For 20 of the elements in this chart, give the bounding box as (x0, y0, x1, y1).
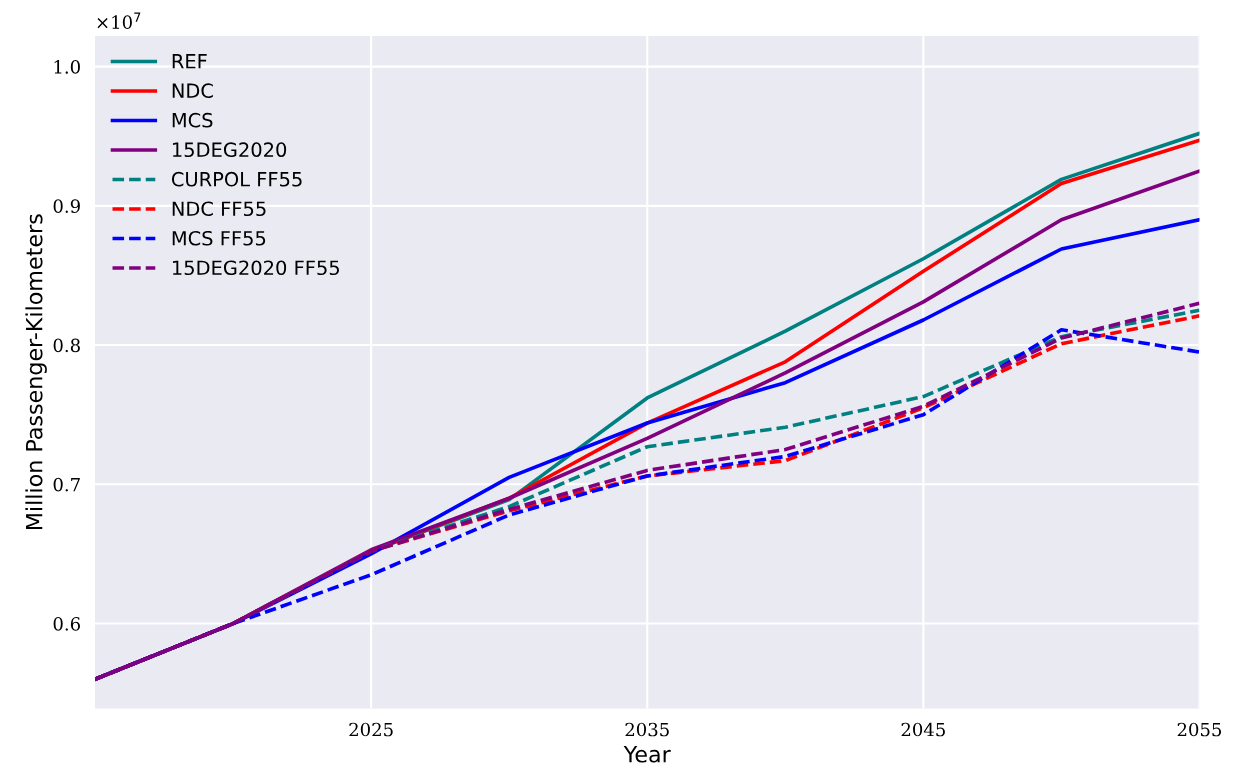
y-tick-label: 0.9 (53, 199, 80, 213)
x-tick-label: 2035 (625, 722, 669, 737)
legend-label: MCS (172, 112, 213, 128)
legend-label: MCS FF55 (172, 230, 266, 246)
y-tick-label: 0.6 (53, 617, 80, 631)
x-tick-label: 2045 (901, 722, 945, 737)
x-tick-label: 2025 (349, 722, 393, 737)
y-axis-title: Million Passenger-Kilometers (25, 214, 47, 530)
x-tick-label: 2055 (1177, 722, 1222, 737)
x-axis-title: Year (623, 746, 671, 763)
y-tick-label: 0.7 (53, 477, 80, 492)
y-tick-label: 1.0 (54, 60, 80, 74)
legend-label: 15DEG2020 (172, 142, 287, 158)
legend-label: REF (172, 54, 207, 69)
legend-label: CURPOL FF55 (171, 171, 302, 187)
y-tick-label: 0.8 (53, 338, 80, 353)
legend-label: NDC (172, 83, 213, 99)
legend-label: NDC FF55 (172, 201, 266, 217)
text: ×10$^{7}$ (97, 12, 141, 29)
legend-label: 15DEG2020 FF55 (172, 260, 339, 276)
